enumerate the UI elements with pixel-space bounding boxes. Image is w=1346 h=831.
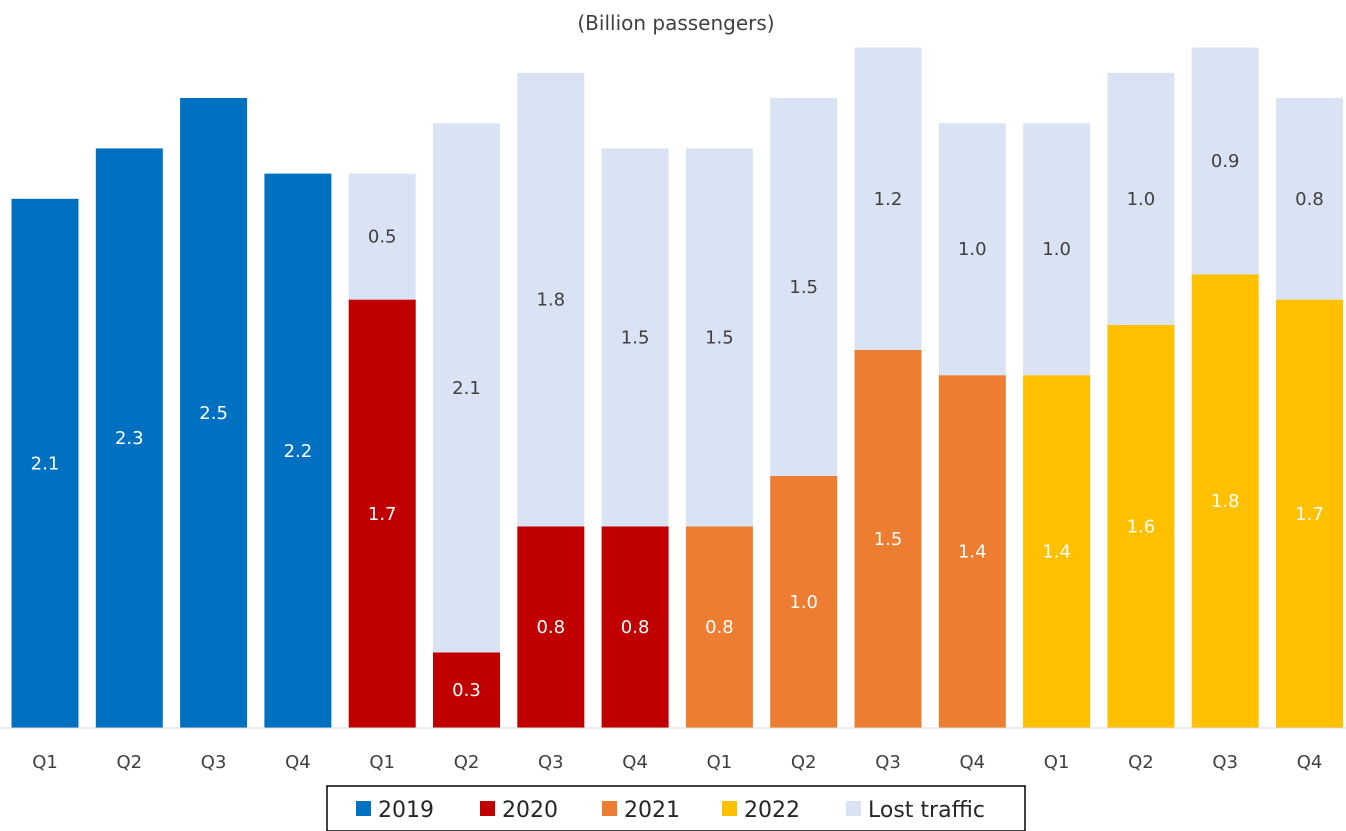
bar-2020-6	[433, 652, 500, 728]
bar-lost-traffic-5	[348, 173, 416, 300]
bar-lost-traffic-14	[1107, 72, 1175, 325]
bar-lost-traffic-16	[1276, 98, 1343, 300]
x-tick-label-4: Q4	[285, 752, 311, 773]
bar-lost-traffic-9	[685, 148, 753, 527]
bar-lost-traffic-11	[854, 47, 922, 350]
bar-2022-16	[1276, 299, 1343, 728]
x-tick-label-1: Q1	[32, 752, 58, 773]
bar-lost-traffic-12	[938, 123, 1006, 376]
bar-lost-traffic-10	[770, 98, 838, 476]
data-label-lost-traffic-11: 1.2	[874, 189, 903, 210]
data-label-2022-14: 1.6	[1127, 516, 1156, 537]
bar-2019-1	[11, 198, 79, 729]
x-tick-label-10: Q2	[791, 752, 817, 773]
data-label-lost-traffic-15: 0.9	[1211, 151, 1240, 172]
legend: 2019 2020 2021 2022 Lost traffic	[326, 785, 1026, 831]
data-label-2020-6: 0.3	[452, 680, 481, 701]
data-label-lost-traffic-8: 1.5	[621, 327, 650, 348]
data-label-lost-traffic-13: 1.0	[1042, 239, 1071, 260]
legend-swatch-lost-traffic	[846, 801, 861, 816]
bar-2020-8	[601, 526, 669, 728]
bar-2021-9	[685, 526, 753, 728]
bar-2021-12	[938, 375, 1006, 728]
data-label-2021-11: 1.5	[874, 529, 903, 550]
x-tick-label-11: Q3	[875, 752, 901, 773]
x-tick-label-14: Q2	[1128, 752, 1154, 773]
data-label-2020-5: 1.7	[368, 504, 397, 525]
data-label-2020-7: 0.8	[536, 617, 565, 638]
bars-layer: 2.1 2.3 2.5 2.2 1.7 0.5 0.3 2.1 0.8 1.8 0.8 1.5 0.8 1…	[11, 47, 1343, 729]
data-label-2022-16: 1.7	[1295, 504, 1324, 525]
x-tick-labels: Q1 Q2 Q3 Q4 Q1 Q2 Q3 Q4 Q1 Q2 Q3 Q4 Q1 Q2 Q3 Q4	[32, 752, 1322, 773]
x-tick-label-8: Q4	[622, 752, 648, 773]
legend-swatch-2020	[480, 801, 495, 816]
legend-label-2021: 2021	[624, 798, 680, 823]
data-label-2020-8: 0.8	[621, 617, 650, 638]
data-label-lost-traffic-14: 1.0	[1127, 189, 1156, 210]
x-tick-label-15: Q3	[1212, 752, 1238, 773]
bar-lost-traffic-15	[1191, 47, 1259, 275]
data-label-2019-3: 2.5	[199, 403, 228, 424]
data-label-2021-12: 1.4	[958, 542, 987, 563]
legend-label-2022: 2022	[744, 798, 800, 823]
x-tick-label-2: Q2	[116, 752, 142, 773]
data-label-lost-traffic-7: 1.8	[536, 290, 565, 311]
data-label-lost-traffic-16: 0.8	[1295, 189, 1324, 210]
legend-swatch-2019	[356, 801, 371, 816]
x-tick-label-13: Q1	[1044, 752, 1070, 773]
data-label-2021-10: 1.0	[789, 592, 818, 613]
x-tick-label-9: Q1	[707, 752, 733, 773]
data-label-2021-9: 0.8	[705, 617, 734, 638]
data-label-2022-15: 1.8	[1211, 491, 1240, 512]
legend-swatch-2021	[602, 801, 617, 816]
chart-subtitle: (Billion passengers)	[577, 11, 774, 35]
data-label-2019-1: 2.1	[31, 453, 60, 474]
data-label-lost-traffic-12: 1.0	[958, 239, 987, 260]
x-tick-label-6: Q2	[454, 752, 480, 773]
legend-swatch-2022	[722, 801, 737, 816]
data-label-2019-4: 2.2	[284, 441, 313, 462]
bar-2022-15	[1191, 274, 1259, 728]
legend-label-2020: 2020	[502, 798, 558, 823]
legend-label-2019: 2019	[378, 798, 434, 823]
bar-lost-traffic-7	[517, 72, 585, 527]
bar-lost-traffic-6	[433, 123, 500, 653]
bar-lost-traffic-13	[1023, 123, 1091, 376]
data-label-lost-traffic-10: 1.5	[789, 277, 818, 298]
bar-2020-5	[348, 299, 416, 728]
bar-2021-11	[854, 350, 922, 728]
bar-2021-10	[770, 476, 838, 728]
x-tick-label-3: Q3	[201, 752, 227, 773]
legend-label-lost-traffic: Lost traffic	[868, 798, 985, 823]
legend-frame	[326, 785, 1026, 831]
bar-2022-13	[1023, 375, 1091, 728]
data-label-2019-2: 2.3	[115, 428, 144, 449]
bar-2019-4	[264, 173, 332, 729]
bar-2019-2	[95, 148, 163, 728]
data-label-2022-13: 1.4	[1042, 542, 1071, 563]
data-label-lost-traffic-5: 0.5	[368, 227, 397, 248]
data-label-lost-traffic-6: 2.1	[452, 378, 481, 399]
bar-2019-3	[180, 98, 248, 728]
x-tick-label-16: Q4	[1297, 752, 1323, 773]
data-label-lost-traffic-9: 1.5	[705, 327, 734, 348]
x-tick-label-7: Q3	[538, 752, 564, 773]
bar-2020-7	[517, 526, 585, 728]
bar-2022-14	[1107, 324, 1175, 728]
x-tick-label-5: Q1	[369, 752, 395, 773]
bar-lost-traffic-8	[601, 148, 669, 527]
x-tick-label-12: Q4	[959, 752, 985, 773]
